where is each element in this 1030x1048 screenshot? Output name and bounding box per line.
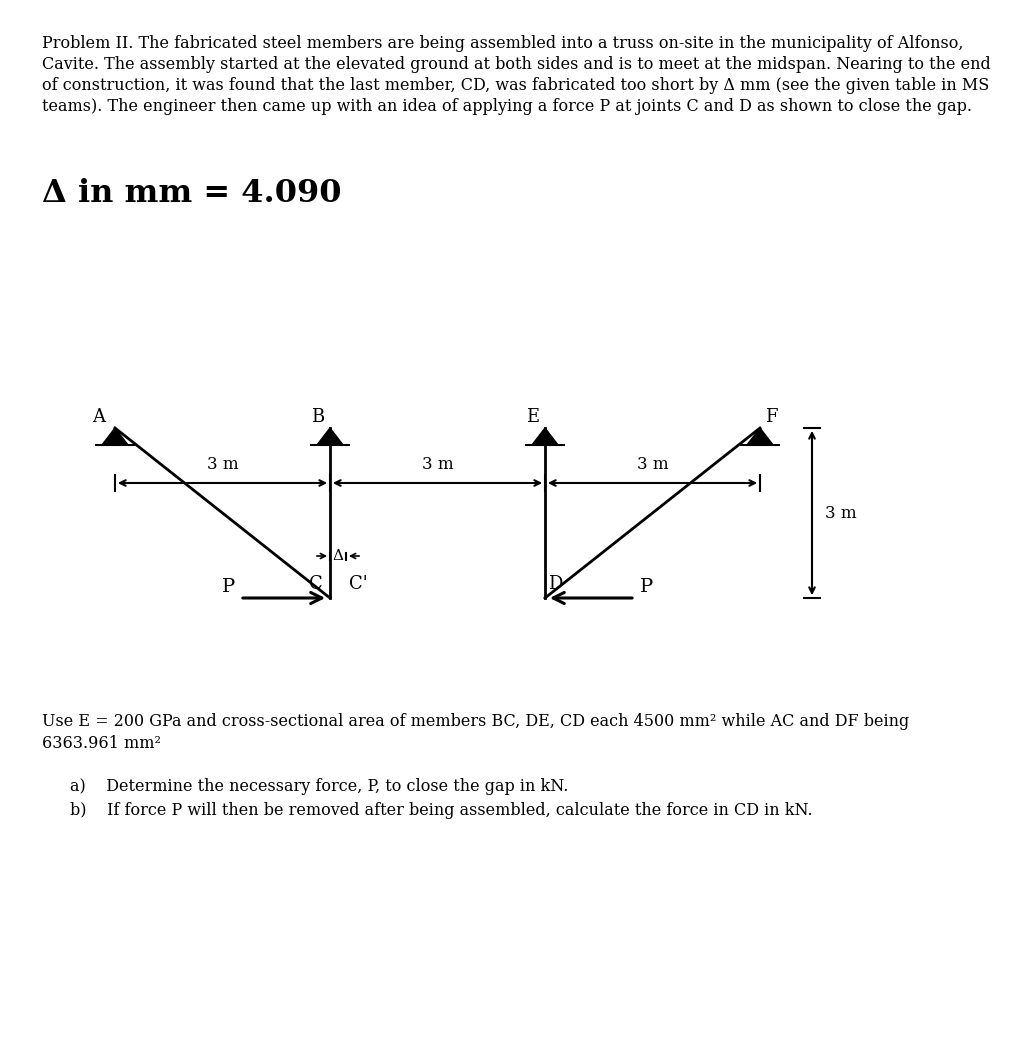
Text: b)    If force P will then be removed after being assembled, calculate the force: b) If force P will then be removed after… bbox=[70, 802, 813, 818]
Text: F: F bbox=[765, 408, 778, 425]
Text: B: B bbox=[311, 408, 324, 425]
Polygon shape bbox=[317, 428, 343, 445]
Polygon shape bbox=[747, 428, 772, 445]
Text: 6363.961 mm²: 6363.961 mm² bbox=[42, 735, 161, 752]
Text: E: E bbox=[526, 408, 539, 425]
Text: of construction, it was found that the last member, CD, was fabricated too short: of construction, it was found that the l… bbox=[42, 77, 989, 94]
Text: A: A bbox=[92, 408, 105, 425]
Polygon shape bbox=[102, 428, 128, 445]
Text: Problem II. The fabricated steel members are being assembled into a truss on-sit: Problem II. The fabricated steel members… bbox=[42, 35, 963, 52]
Text: Use E = 200 GPa and cross-sectional area of members BC, DE, CD each 4500 mm² whi: Use E = 200 GPa and cross-sectional area… bbox=[42, 713, 909, 730]
Text: Δ: Δ bbox=[333, 549, 343, 563]
Text: 3 m: 3 m bbox=[207, 456, 238, 473]
Text: P: P bbox=[221, 578, 235, 596]
Text: a)    Determine the necessary force, P, to close the gap in kN.: a) Determine the necessary force, P, to … bbox=[70, 778, 569, 795]
Text: C: C bbox=[309, 575, 323, 593]
Text: Δ in mm = 4.090: Δ in mm = 4.090 bbox=[42, 178, 342, 209]
Text: C': C' bbox=[349, 575, 368, 593]
Text: teams). The engineer then came up with an idea of applying a force P at joints C: teams). The engineer then came up with a… bbox=[42, 99, 972, 115]
Polygon shape bbox=[533, 428, 558, 445]
Text: 3 m: 3 m bbox=[421, 456, 453, 473]
Text: P: P bbox=[640, 578, 653, 596]
Text: 3 m: 3 m bbox=[825, 504, 857, 522]
Text: D: D bbox=[548, 575, 562, 593]
Text: 3 m: 3 m bbox=[637, 456, 668, 473]
Text: Cavite. The assembly started at the elevated ground at both sides and is to meet: Cavite. The assembly started at the elev… bbox=[42, 56, 991, 73]
